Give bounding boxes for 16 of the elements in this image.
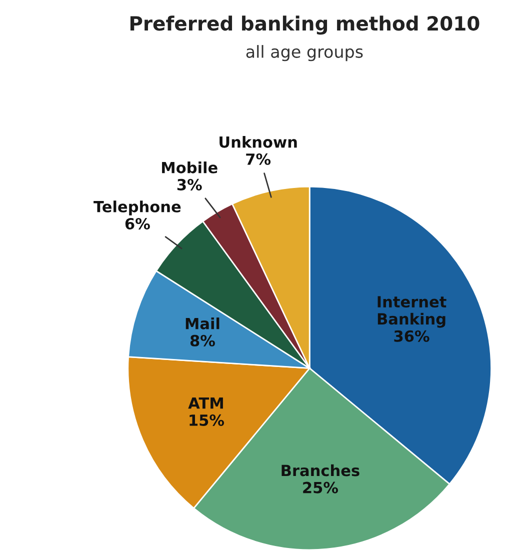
slice-label: Branches [282,464,360,476]
chart-subtitle: all age groups [246,45,363,62]
data-label: 15% [190,414,224,426]
slice-label: ATM [188,398,223,409]
data-label: 25% [303,482,338,494]
chart-title: Preferred banking method 2010 [130,16,480,35]
data-label: 3% [177,178,202,190]
slice-label: Unknown [220,136,297,148]
slice-label: Telephone [94,200,181,216]
data-label: 36% [394,330,430,342]
data-label: 6% [125,218,150,230]
slice-label: Internet Banking [378,296,446,328]
data-label: 7% [246,153,271,165]
slice-label: Mobile [162,162,218,174]
data-label: 8% [190,334,215,346]
slice-label: Mail [186,317,220,330]
